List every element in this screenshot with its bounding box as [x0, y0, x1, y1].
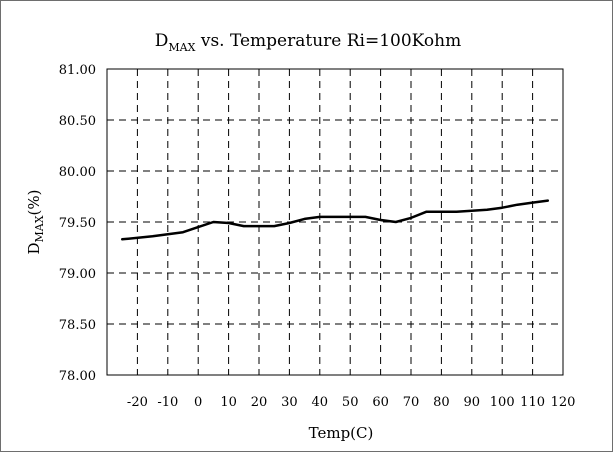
- x-tick-label: 90: [464, 395, 481, 410]
- x-tick-label: -20: [127, 395, 148, 410]
- y-tick-label: 80.50: [59, 114, 96, 129]
- y-tick-label: 78.50: [59, 318, 96, 333]
- chart-title: DMAX vs. Temperature Ri=100Kohm: [155, 31, 461, 54]
- x-tick-label: 120: [551, 395, 576, 410]
- x-axis-label: Temp(C): [309, 424, 374, 442]
- x-tick-label: 70: [403, 395, 420, 410]
- y-axis-label: DMAX(%): [25, 189, 46, 254]
- chart-title-rest: vs. Temperature Ri=100Kohm: [195, 31, 461, 51]
- y-axis-label-rest: (%): [25, 189, 43, 215]
- chart-title-subscript: MAX: [168, 41, 195, 54]
- x-tick-label: 30: [281, 395, 298, 410]
- x-tick-label: -10: [157, 395, 178, 410]
- y-tick-label: 79.00: [59, 267, 96, 282]
- y-axis-label-subscript: MAX: [33, 215, 46, 242]
- x-tick-label: 0: [194, 395, 202, 410]
- chart-title-main: D: [155, 31, 169, 51]
- series-line: [120, 199, 550, 241]
- x-tick-label: 10: [220, 395, 237, 410]
- x-tick-label: 110: [520, 395, 545, 410]
- plot-area: [106, 68, 564, 376]
- y-tick-label: 81.00: [59, 63, 96, 78]
- x-tick-label: 50: [342, 395, 359, 410]
- y-tick-label: 79.50: [59, 216, 96, 231]
- grid-lines: [107, 69, 563, 375]
- x-tick-label: 100: [490, 395, 515, 410]
- tick-labels: -20 -10 0 10 20 30 40 50 60 70 80 90 100 110 120 78.00 7…: [59, 63, 576, 410]
- x-tick-label: 20: [251, 395, 268, 410]
- y-tick-label: 78.00: [59, 369, 96, 384]
- x-tick-label: 40: [312, 395, 329, 410]
- y-tick-label: 80.00: [59, 165, 96, 180]
- x-tick-label: 80: [433, 395, 450, 410]
- x-tick-label: 60: [372, 395, 389, 410]
- y-axis-label-main: D: [25, 242, 43, 254]
